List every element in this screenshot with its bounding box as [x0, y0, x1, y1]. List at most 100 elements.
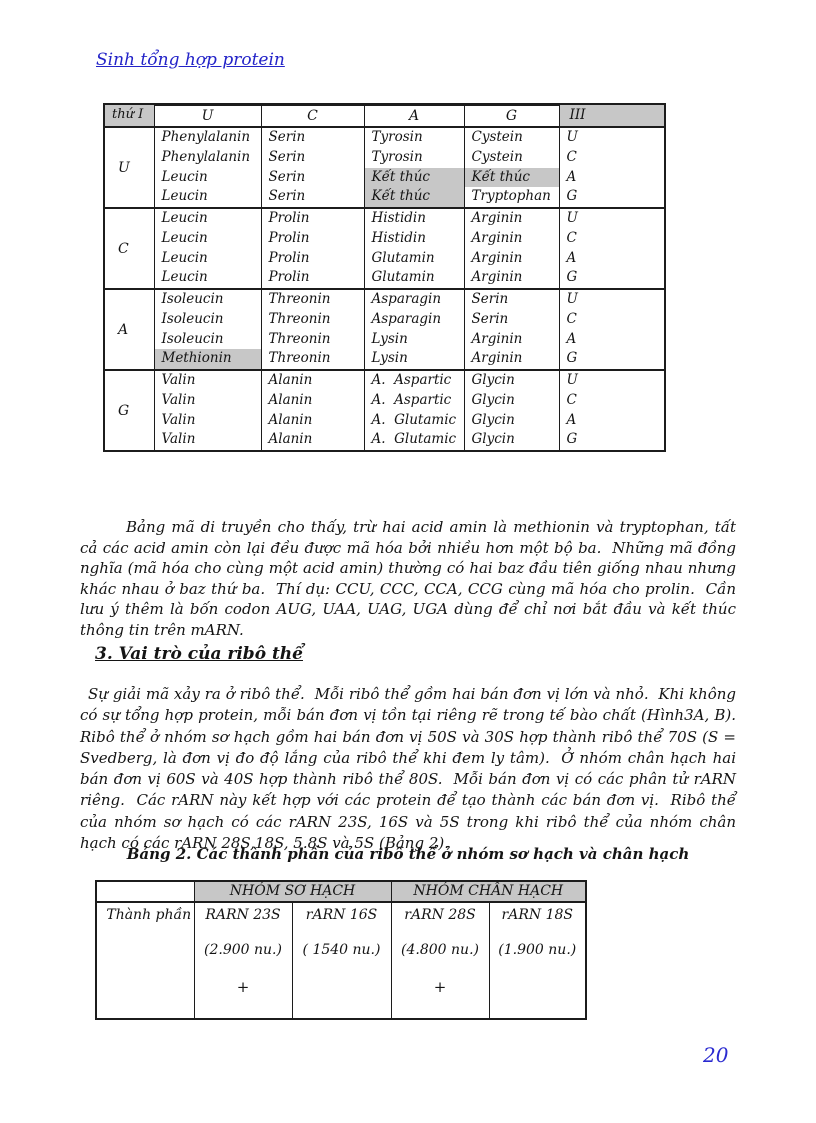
codon-header-row-1: thứ I III [103, 103, 666, 128]
third-base-letter: G [566, 188, 578, 205]
amino-acid-entry: Cystein [471, 129, 523, 145]
amino-acid-entry: A. Aspartic [371, 391, 452, 408]
amino-acid-entry: Methionin [154, 349, 261, 369]
rrna-name: rARN 16S [305, 907, 378, 923]
amino-acid-entry: Glycin [471, 391, 515, 408]
third-base-letter: C [566, 391, 577, 408]
amino-acid-entry: Leucin [161, 249, 208, 266]
amino-acid-entry: Prolin [268, 269, 310, 286]
amino-acid-entry: Valin [161, 372, 196, 388]
amino-acid-entry: Histidin [371, 210, 426, 226]
rrna-name: rARN 18S [501, 907, 573, 923]
amino-acid-entry: Asparagin [371, 291, 442, 307]
amino-acid-entry: Prolin [268, 210, 310, 226]
amino-acid-entry: Glycin [471, 431, 515, 448]
amino-acid-entry: Alanin [268, 391, 313, 408]
amino-acid-entry: Kết thúc [364, 187, 464, 207]
page-number: 20 [703, 1043, 729, 1067]
amino-acid-entry: Glutamin [371, 269, 435, 286]
amino-acid-entry: Glutamin [371, 249, 435, 266]
amino-acid-entry: Arginin [471, 350, 523, 367]
third-base-letter: U [566, 372, 578, 388]
third-base-letter: C [566, 148, 577, 165]
header-link[interactable]: Sinh tổng hợp protein [96, 50, 285, 70]
amino-acid-entry: Leucin [161, 269, 208, 286]
rrna-size: ( 1540 nu.) [302, 942, 381, 958]
amino-acid-entry: Alanin [268, 431, 313, 448]
table2-caption: Bảng 2. Các thành phần của ribô thể ở nh… [126, 845, 690, 863]
third-base-letter: U [566, 129, 578, 145]
amino-acid-entry: Histidin [371, 229, 426, 246]
amino-acid-entry: Asparagin [371, 310, 442, 327]
plus-sign: + [236, 978, 250, 996]
first-base-cell: G [103, 369, 155, 452]
amino-acid-entry: Serin [268, 188, 306, 205]
rrna-size: (4.800 nu.) [401, 942, 479, 958]
codon-block-row: G Valin Valin Valin Valin Alanin Alanin Alanin A… [103, 369, 666, 452]
amino-acid-entry: Serin [268, 148, 306, 165]
amino-acid-entry: Leucin [161, 229, 208, 246]
second-base-header: U [153, 105, 262, 128]
amino-acid-entry: Serin [471, 291, 509, 307]
amino-acid-entry: Threonin [268, 330, 331, 347]
table2-group-eukaryote: NHÓM CHÂN HẠCH [390, 880, 587, 903]
amino-acid-entry: Tryptophan [471, 188, 551, 205]
third-base-letter: A [566, 168, 577, 185]
amino-acid-entry: Glycin [471, 372, 515, 388]
rrna-column-cell: rARN 18S (1.900 nu.) [488, 901, 587, 1020]
amino-acid-entry: Threonin [268, 310, 331, 327]
rrna-size: (2.900 nu.) [204, 942, 282, 958]
rrna-name: RARN 23S [205, 907, 281, 923]
amino-acid-entry: Tyrosin [371, 148, 423, 165]
amino-acid-cell: Tyrosin Tyrosin Kết thúc Kết thúc [363, 126, 465, 209]
table2-group-prokaryote: NHÓM SƠ HẠCH [193, 880, 392, 903]
amino-acid-entry: Arginin [471, 229, 523, 246]
amino-acid-entry: Arginin [471, 249, 523, 266]
first-position-corner-cell: thứ I [103, 103, 155, 128]
amino-acid-entry: Leucin [161, 210, 208, 226]
codon-block-row: U Phenylalanin Phenylalanin Leucin Leucin Ser… [103, 126, 666, 209]
codon-block-row: C Leucin Leucin Leucin Leucin Prolin Prolin Pro… [103, 207, 666, 290]
amino-acid-cell: Valin Valin Valin Valin [153, 369, 262, 452]
amino-acid-entry: Alanin [268, 411, 313, 428]
amino-acid-entry: Isoleucin [161, 330, 224, 347]
amino-acid-cell: Alanin Alanin Alanin Alanin [260, 369, 365, 452]
amino-acid-cell: Phenylalanin Phenylalanin Leucin Leucin [153, 126, 262, 209]
amino-acid-entry: Serin [268, 129, 306, 145]
second-base-header: C [260, 105, 365, 128]
amino-acid-cell: Serin Serin Serin Serin [260, 126, 365, 209]
amino-acid-entry: Glycin [471, 411, 515, 428]
amino-acid-cell: Cystein Cystein Kết thúc Tryptophan [463, 126, 560, 209]
section-heading: 3. Vai trò của ribô thể [95, 644, 303, 664]
ribosome-components-table: NHÓM SƠ HẠCH NHÓM CHÂN HẠCH Thành phần R… [95, 880, 588, 1020]
amino-acid-cell: Arginin Arginin Arginin Arginin [463, 207, 560, 290]
amino-acid-entry: Valin [161, 411, 196, 428]
third-base-letter: A [566, 330, 577, 347]
third-base-letter: C [566, 229, 577, 246]
second-base-header: A [363, 105, 465, 128]
amino-acid-entry: Phenylalanin [161, 148, 251, 165]
amino-acid-cell: Serin Serin Arginin Arginin [463, 288, 560, 371]
third-base-letter: A [566, 249, 577, 266]
third-base-letter: U [566, 210, 578, 226]
amino-acid-cell: Prolin Prolin Prolin Prolin [260, 207, 365, 290]
plus-sign: + [433, 978, 447, 996]
amino-acid-entry: A. Glutamic [371, 431, 457, 448]
amino-acid-cell: Asparagin Asparagin Lysin Lysin [363, 288, 465, 371]
codon-block-row: A Isoleucin Isoleucin Isoleucin Methionin Thr… [103, 288, 666, 371]
amino-acid-entry: Prolin [268, 249, 310, 266]
amino-acid-entry: Valin [161, 391, 196, 408]
amino-acid-entry: Arginin [471, 330, 523, 347]
second-base-header: G [463, 105, 560, 128]
third-base-letter: U [566, 291, 578, 307]
rrna-column-cell: rARN 16S ( 1540 nu.) [291, 901, 392, 1020]
amino-acid-entry: A. Aspartic [371, 372, 452, 388]
table2-row-label: Thành phần [95, 901, 195, 1020]
amino-acid-cell: A. Aspartic A. Aspartic A. Glutamic A. Glut… [363, 369, 465, 452]
